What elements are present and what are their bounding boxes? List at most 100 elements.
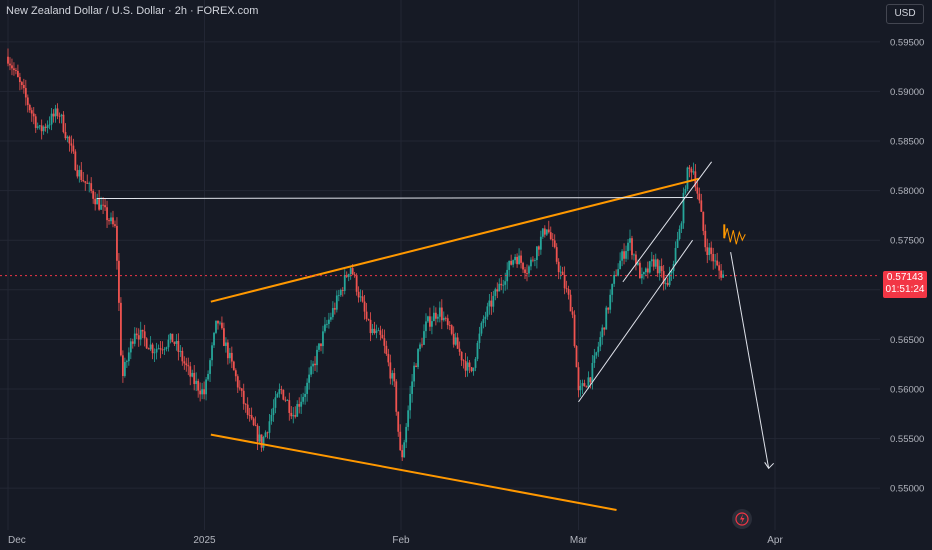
candle-body (514, 256, 517, 261)
candle-body (175, 340, 178, 344)
candle-body (50, 113, 53, 125)
grid-lines (0, 0, 880, 530)
candle-body (541, 228, 544, 237)
candle-body (147, 348, 150, 350)
candle-body (145, 338, 148, 349)
candle-body (223, 328, 225, 346)
candle-body (591, 362, 594, 383)
candle-body (682, 192, 685, 224)
candle-body (427, 316, 429, 322)
candle-body (290, 412, 293, 417)
candle-body (94, 198, 97, 205)
time-tick-label: Apr (767, 535, 783, 546)
currency-button[interactable]: USD (886, 4, 924, 24)
price-tick-label: 0.59500 (890, 37, 924, 48)
candle-body (407, 410, 410, 427)
candle-body (70, 143, 73, 146)
candle-body (195, 380, 198, 385)
lightning-icon[interactable] (732, 509, 752, 529)
candle-body (127, 352, 130, 362)
candle-body (316, 349, 318, 366)
candle-body (278, 389, 281, 394)
candle-body (619, 260, 621, 270)
candle-body (353, 274, 356, 276)
candle-body (151, 344, 154, 354)
candle-body (633, 254, 635, 256)
candle-body (100, 204, 103, 210)
candle-body (613, 275, 616, 284)
candle-body (567, 288, 570, 295)
candle-body (415, 365, 417, 367)
candle-body (163, 348, 166, 350)
candle-body (201, 389, 204, 395)
candle-body (80, 169, 83, 180)
candle-body (484, 316, 487, 319)
candle-body (32, 113, 35, 117)
candle-body (143, 331, 146, 339)
candle-body (238, 387, 241, 389)
candle-body (221, 322, 223, 329)
candle-body (274, 397, 277, 408)
candle-body (90, 183, 93, 191)
candle-body (157, 348, 160, 350)
candle-body (621, 251, 623, 261)
candle-body (526, 273, 528, 274)
candle-body (504, 281, 507, 285)
candle-body (535, 246, 538, 261)
candle-body (116, 225, 118, 261)
candle-body (54, 108, 57, 117)
candle-body (197, 380, 200, 391)
candle-body (328, 319, 330, 324)
candle-body (399, 431, 402, 451)
candle-body (658, 266, 661, 274)
candle-body (171, 333, 174, 343)
candle-body (15, 70, 17, 71)
time-tick-label: Mar (570, 535, 588, 546)
candle-body (324, 324, 326, 332)
candle-body (391, 373, 394, 379)
candle-body (464, 361, 467, 371)
candle-body (191, 372, 194, 377)
candle-body (159, 348, 162, 350)
candle-body (314, 363, 316, 366)
candle-body (680, 223, 683, 229)
candle-body (74, 151, 77, 171)
candle-body (637, 262, 639, 265)
candle-body (56, 108, 59, 116)
candle-body (155, 348, 158, 353)
candle-body (282, 389, 285, 400)
price-axis[interactable] (880, 0, 932, 530)
candle-body (403, 442, 406, 458)
candle-body (92, 190, 95, 199)
candle-body (242, 390, 245, 404)
candle-body (575, 346, 578, 368)
candle-body (256, 425, 259, 442)
candle-body (664, 282, 667, 284)
candle-body (294, 415, 297, 417)
candle-body (26, 97, 29, 105)
candle-body (349, 268, 352, 275)
candle-body (666, 282, 669, 286)
projected-zigzag (723, 228, 746, 245)
candle-body (112, 217, 114, 225)
time-axis[interactable] (0, 530, 880, 550)
candle-body (254, 424, 257, 426)
candle-body (440, 307, 443, 321)
candle-body (421, 344, 423, 346)
candle-body (343, 274, 346, 291)
candle-body (165, 347, 168, 349)
candle-body (393, 373, 396, 382)
candle-body (371, 328, 374, 334)
candle-body (605, 307, 608, 330)
candle-body (268, 421, 271, 433)
candle-body (369, 319, 372, 334)
candle-body (7, 56, 9, 64)
candle-body (520, 255, 522, 263)
candle-body (302, 396, 305, 402)
candle-body (44, 126, 47, 128)
candle-body (78, 169, 81, 177)
candle-body (209, 360, 211, 374)
candle-body (714, 260, 717, 262)
candle-body (652, 259, 655, 267)
